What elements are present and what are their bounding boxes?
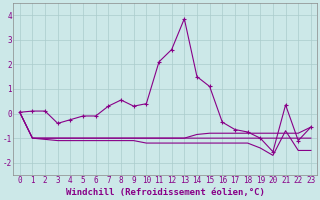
X-axis label: Windchill (Refroidissement éolien,°C): Windchill (Refroidissement éolien,°C) (66, 188, 265, 197)
